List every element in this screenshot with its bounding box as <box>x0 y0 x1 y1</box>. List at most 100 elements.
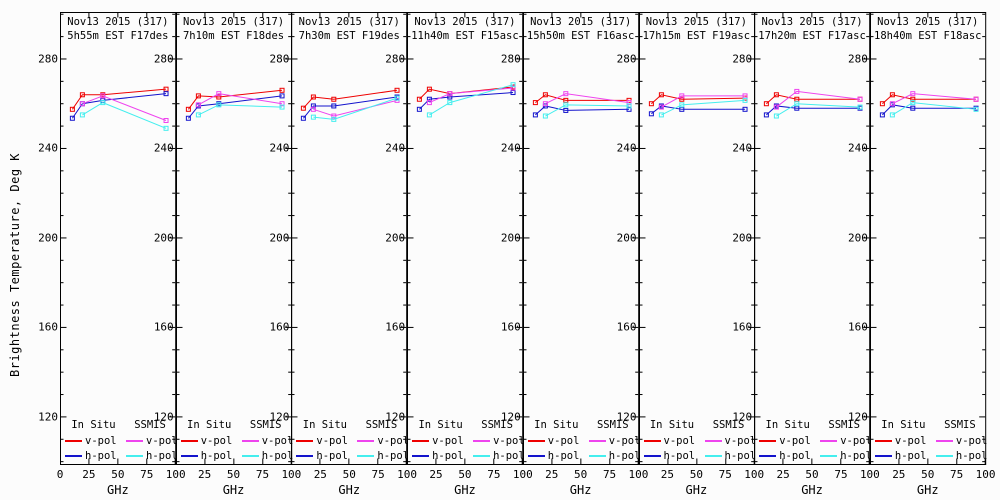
legend-ssmis-column: SSMIS v-pol h-pol <box>126 418 178 463</box>
data-point-marker <box>794 88 800 94</box>
legend-label: v-pol <box>316 434 348 447</box>
data-point-marker <box>532 112 538 118</box>
y-tick-label: 240 <box>732 141 753 155</box>
insitu-hpol-line-swatch <box>412 454 430 457</box>
panel-header: Nov13 2015 (317) 18h40m EST F18asc <box>870 15 986 43</box>
legend-insitu-column: In Situ v-pol h-pol <box>65 418 122 463</box>
x-axis-label: GHz <box>685 483 708 497</box>
data-point-marker <box>563 91 569 97</box>
x-tick-label: 100 <box>628 468 649 481</box>
legend-item-ssmis-hpol: h-pol <box>820 448 872 463</box>
series-ssmis-h <box>658 97 748 118</box>
series-line <box>766 94 861 105</box>
panel-title-time-sat: 17h15m EST F19asc <box>642 30 751 42</box>
legend-label: h-pol <box>955 449 988 462</box>
legend-ssmis-column: SSMIS v-pol h-pol <box>473 418 525 463</box>
y-tick-label: 240 <box>500 141 521 155</box>
data-point-marker <box>678 102 684 108</box>
x-axis-label: GHz <box>569 483 592 497</box>
series-line <box>197 104 282 116</box>
ssmis-hpol-line-swatch <box>473 454 491 457</box>
legend-insitu-column: In Situ v-pol h-pol <box>527 418 585 463</box>
legend-label: h-pol <box>663 449 696 462</box>
y-tick-label: 120 <box>732 410 753 424</box>
data-point-marker <box>542 101 548 107</box>
x-tick-label: 100 <box>397 468 418 481</box>
x-tick-label: 100 <box>975 468 996 481</box>
legend-insitu-header: In Situ <box>187 419 232 431</box>
y-tick-label: 240 <box>848 141 868 155</box>
series-line <box>303 96 398 119</box>
legend-label: v-pol <box>200 434 233 447</box>
y-tick-label: 280 <box>732 52 753 66</box>
data-point-marker <box>69 115 75 121</box>
y-tick-label: 200 <box>848 231 868 245</box>
plot-area <box>522 12 639 465</box>
series-insitu-h <box>879 102 979 118</box>
legend-insitu-header: In Situ <box>881 419 926 431</box>
series-ssmis-v <box>426 85 516 106</box>
series-line <box>187 89 282 110</box>
legend-label: h-pol <box>377 449 409 462</box>
x-axis-label: GHz <box>107 483 129 497</box>
ssmis-vpol-line-swatch <box>357 439 375 442</box>
x-tick-label: 100 <box>859 468 880 481</box>
data-point-marker <box>510 85 516 91</box>
y-tick-label: 240 <box>38 141 58 155</box>
y-tick-label: 120 <box>385 410 406 424</box>
panel-title-date: Nov13 2015 (317) <box>67 16 169 28</box>
data-point-marker <box>163 91 169 97</box>
data-point-marker <box>678 96 684 102</box>
legend-item-ssmis-hpol: h-pol <box>126 448 178 463</box>
y-tick-label: 200 <box>732 231 753 245</box>
legend-item-insitu-vpol: v-pol <box>759 433 816 448</box>
insitu-vpol-line-swatch <box>527 439 545 442</box>
data-point-marker <box>311 114 317 120</box>
series-line <box>71 88 167 110</box>
y-tick-label: 160 <box>616 320 637 334</box>
data-point-marker <box>447 100 453 106</box>
panel-frame <box>869 12 987 465</box>
y-tick-label: 120 <box>38 410 58 424</box>
legend-label: h-pol <box>85 449 117 462</box>
series-line <box>892 93 976 105</box>
series-line <box>650 94 745 105</box>
data-point-marker <box>910 91 916 97</box>
data-point-marker <box>416 106 422 112</box>
panel-title-date: Nov13 2015 (317) <box>761 16 863 28</box>
panel-header: Nov13 2015 (317) 15h50m EST F16asc <box>523 15 639 43</box>
y-tick-label: 200 <box>269 231 290 245</box>
data-point-marker <box>774 92 780 98</box>
x-tick-label: 75 <box>718 468 732 481</box>
data-point-marker <box>279 101 285 107</box>
series-ssmis-v <box>195 91 285 108</box>
x-axis-label: GHz <box>916 483 939 497</box>
x-tick-label: 25 <box>892 468 906 481</box>
data-point-marker <box>447 91 453 97</box>
legend-ssmis-header: SSMIS <box>365 419 398 431</box>
legend-insitu-header: In Situ <box>71 419 116 431</box>
data-point-marker <box>532 100 538 106</box>
x-tick-label: 75 <box>950 468 964 481</box>
ssmis-vpol-line-swatch <box>241 439 259 442</box>
legend-item-ssmis-vpol: v-pol <box>820 433 872 448</box>
data-point-marker <box>279 93 285 99</box>
data-point-marker <box>626 106 632 112</box>
data-point-marker <box>394 87 400 93</box>
data-point-marker <box>426 86 432 92</box>
x-tick-label: 75 <box>140 468 154 481</box>
data-point-marker <box>331 96 337 102</box>
series-insitu-v <box>764 92 863 107</box>
data-point-marker <box>215 102 221 108</box>
legend-ssmis-column: SSMIS v-pol h-pol <box>588 418 640 463</box>
legend-item-insitu-vpol: v-pol <box>65 433 122 448</box>
ssmis-hpol-line-swatch <box>588 454 606 457</box>
panel-title-date: Nov13 2015 (317) <box>645 16 747 28</box>
data-point-marker <box>100 100 106 106</box>
series-line <box>82 95 167 121</box>
data-point-marker <box>626 103 632 109</box>
x-tick-label: 100 <box>744 468 765 481</box>
y-tick-label: 240 <box>616 141 637 155</box>
legend-insitu-column: In Situ v-pol h-pol <box>759 418 816 463</box>
y-tick-label: 120 <box>500 410 521 424</box>
